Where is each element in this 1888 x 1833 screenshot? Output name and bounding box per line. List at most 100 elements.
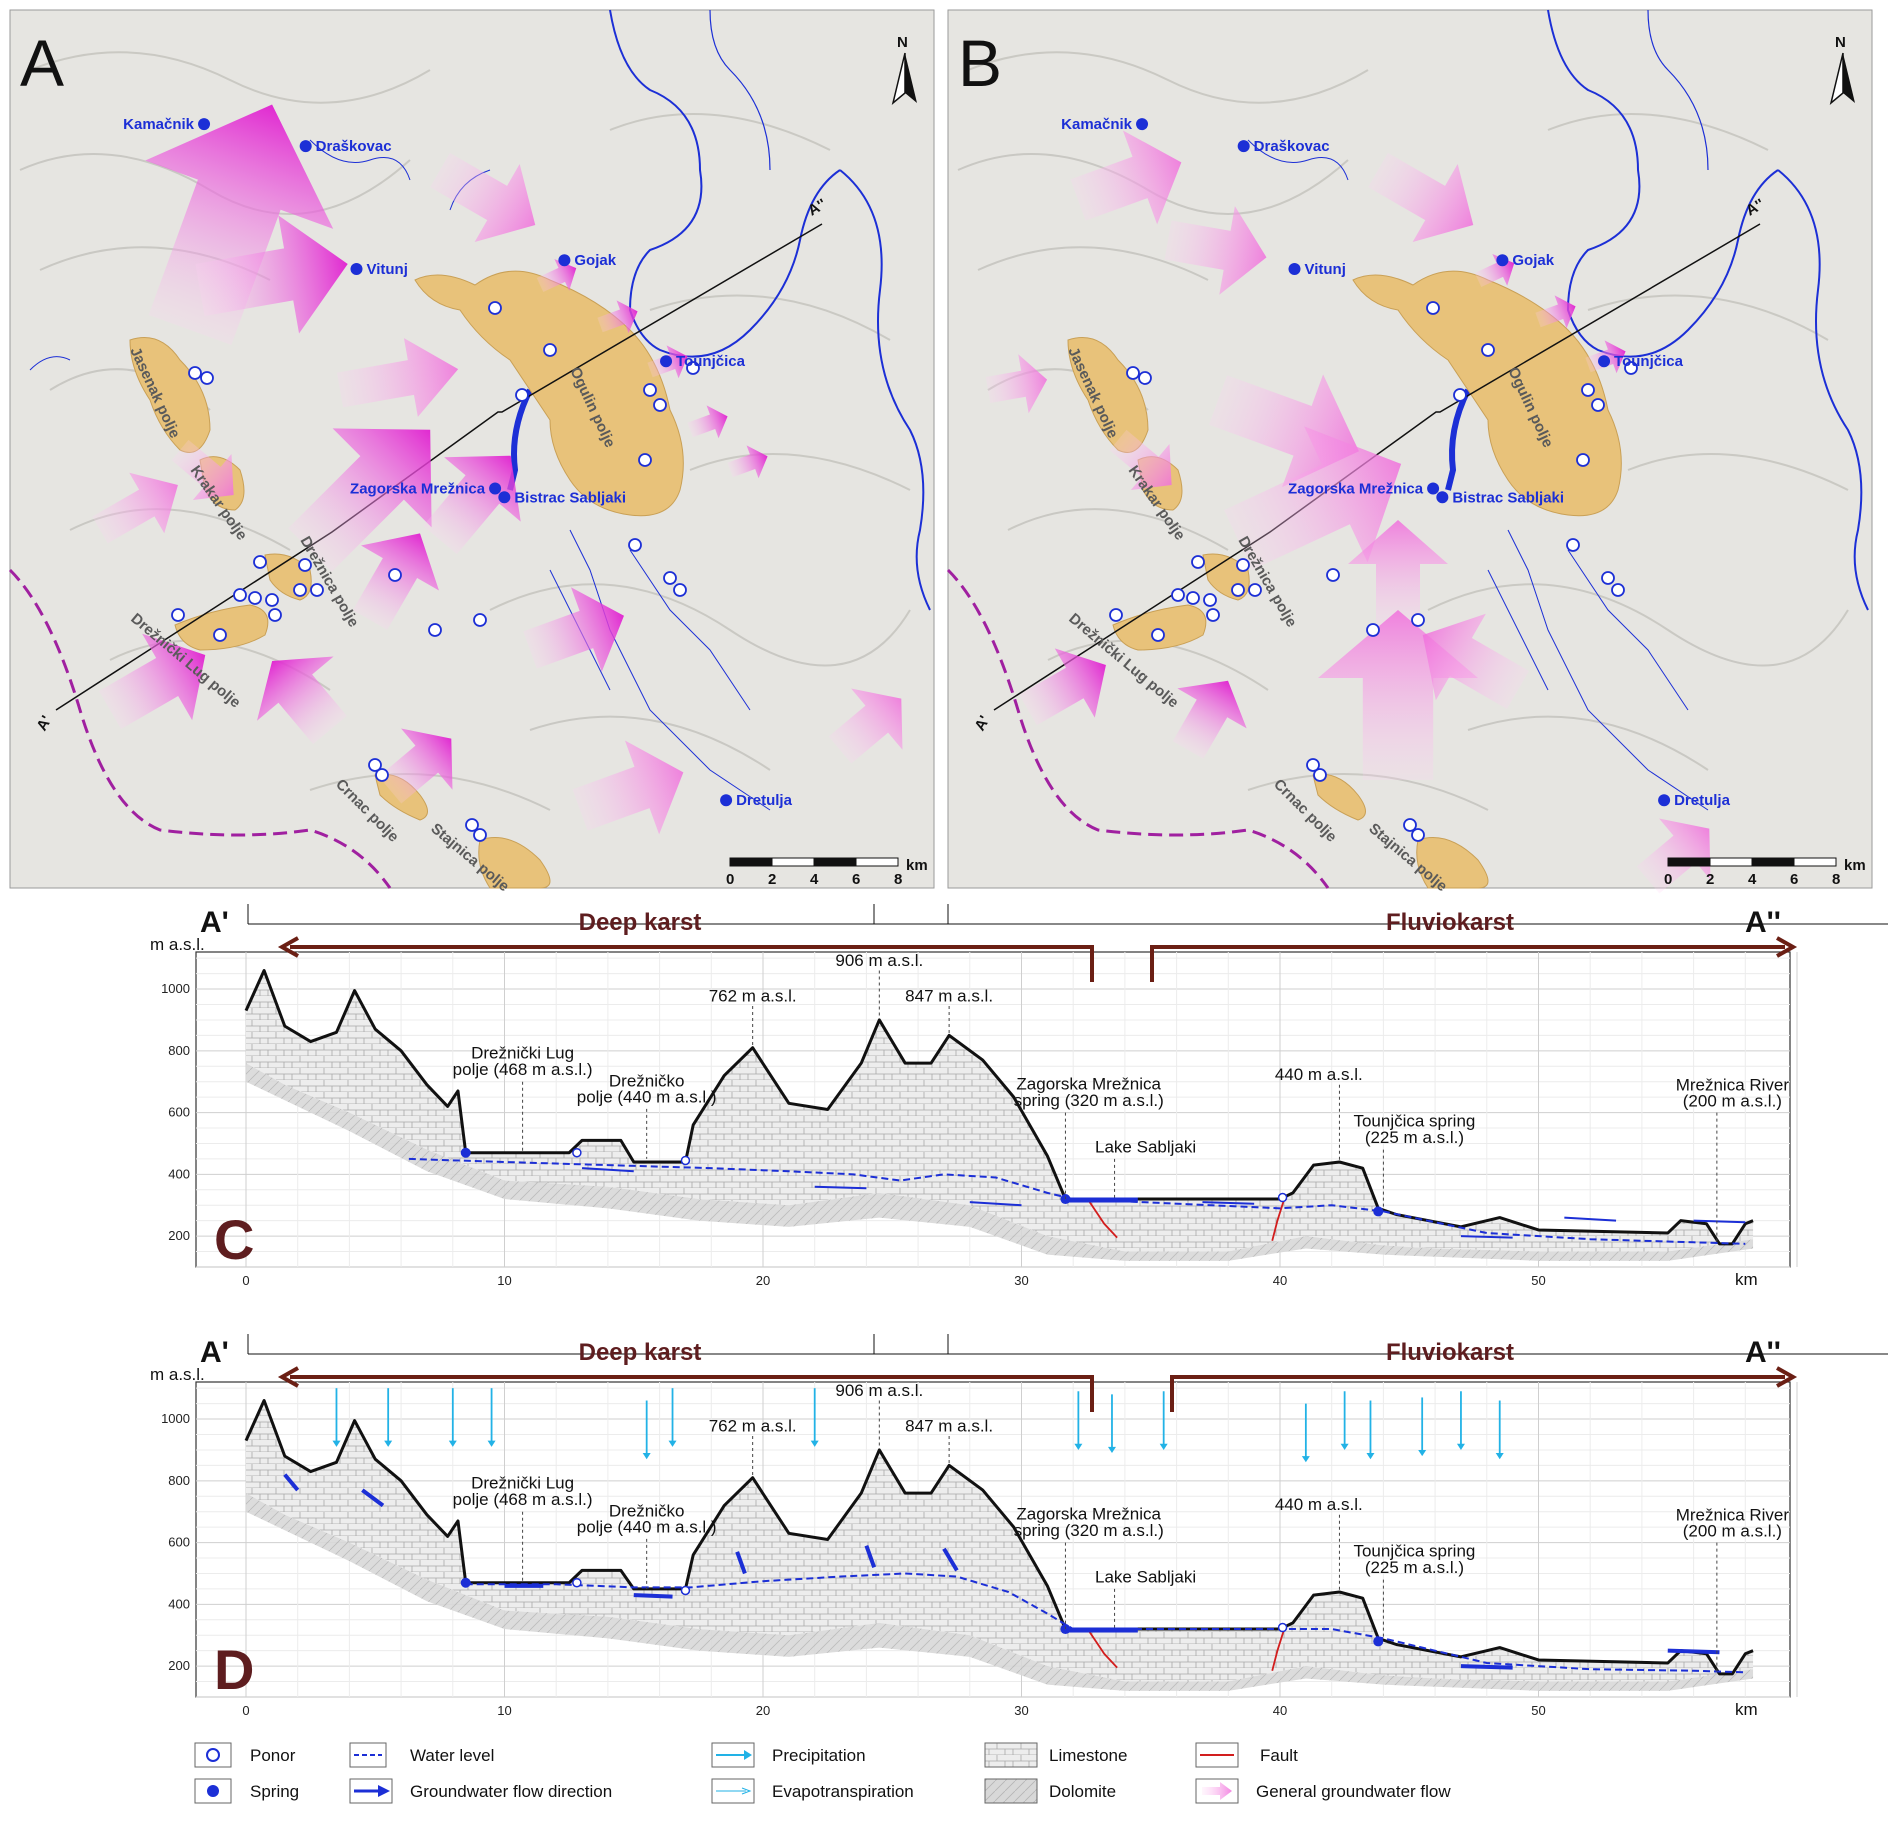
- legend-item-general-gw-flow: General groundwater flow: [1195, 1778, 1451, 1804]
- precipitation-arrowhead: [1456, 1443, 1465, 1450]
- spring-marker: [299, 140, 312, 153]
- y-tick-label: 200: [168, 1658, 190, 1673]
- dreznicki-lug-polje-shape: [174, 604, 269, 651]
- springs: Kamačnik Draškovac Vitunj Gojak Tounjčica Zag…: [1061, 116, 1730, 809]
- x-tick-label: 40: [1273, 1703, 1287, 1718]
- svg-text:Water level: Water level: [410, 1746, 494, 1765]
- x-tick-label: 30: [1014, 1273, 1028, 1288]
- svg-text:8: 8: [1832, 871, 1840, 888]
- svg-text:0: 0: [726, 871, 734, 888]
- map-panel-b: A' A'': [946, 9, 1873, 911]
- section-annotation: 847 m a.s.l.: [905, 1416, 993, 1435]
- spring-label: Tounjčica: [1614, 353, 1684, 370]
- ponor-marker: [1277, 1192, 1288, 1203]
- svg-text:6: 6: [1790, 871, 1798, 888]
- y-tick-label: 600: [168, 1535, 190, 1550]
- svg-text:Dolomite: Dolomite: [1049, 1782, 1116, 1801]
- section-end-label: A'': [1745, 906, 1781, 939]
- fault-line: [1271, 1625, 1287, 1671]
- section-annotation: spring (320 m a.s.l.): [1014, 1091, 1164, 1110]
- x-tick-label: 0: [242, 1703, 249, 1718]
- ponor-marker: [572, 1147, 582, 1158]
- spring-marker: [1288, 263, 1301, 276]
- cross-section-c: 200 400 600 800 1000 0 10 20 30 40 50 km m a.s.l.A' A…: [150, 904, 1888, 1289]
- svg-text:0: 0: [1664, 871, 1672, 888]
- spring-marker: [1136, 118, 1149, 131]
- spring-label: Vitunj: [367, 261, 408, 278]
- section-annotation: polje (468 m a.s.l.): [453, 1060, 593, 1079]
- legend-item-fault: Fault: [1195, 1742, 1298, 1768]
- gw-flow-arrow: [1564, 1216, 1617, 1222]
- spring-marker: [1427, 482, 1440, 495]
- section-annotation: polje (468 m a.s.l.): [453, 1490, 593, 1509]
- y-tick-label: 1000: [161, 981, 190, 996]
- zone-label-deep-karst: Deep karst: [579, 909, 702, 936]
- ponor-marker: [572, 1577, 582, 1588]
- spring-label: Kamačnik: [123, 116, 195, 133]
- spring-label: Gojak: [574, 252, 616, 269]
- section-annotation: Lake Sabljaki: [1095, 1138, 1196, 1157]
- spring-marker: [350, 263, 363, 276]
- scale-bar: 0 2 4 6 8 km: [1664, 857, 1866, 888]
- section-annotation: 440 m a.s.l.: [1275, 1495, 1363, 1514]
- section-annotation: Tounjčica spring: [1353, 1111, 1475, 1130]
- dolomite-body: [246, 1063, 1754, 1261]
- panel-letter-b: B: [958, 26, 1002, 100]
- section-annotation: Tounjčica spring: [1353, 1541, 1475, 1560]
- spring-label: Dretulja: [736, 792, 793, 809]
- gw-flow-arrow: [283, 1473, 300, 1492]
- ponors: [171, 301, 700, 842]
- svg-text:Precipitation: Precipitation: [772, 1746, 866, 1765]
- gw-flow-arrow: [633, 1593, 673, 1599]
- stajnica-polje-shape: [478, 837, 551, 889]
- section-end-label: A'': [1745, 1336, 1781, 1369]
- spring-marker: [489, 482, 502, 495]
- north-arrow: N: [891, 34, 917, 106]
- x-axis-label: km: [1735, 1270, 1758, 1289]
- panel-letter-a: A: [20, 26, 64, 100]
- terrain-profile: [244, 969, 1754, 1246]
- section-annotation: Drežničko: [609, 1501, 685, 1520]
- x-tick-label: 30: [1014, 1703, 1028, 1718]
- section-annotation: 906 m a.s.l.: [835, 951, 923, 970]
- spring-marker: [1237, 140, 1250, 153]
- spring-label: Dretulja: [1674, 792, 1731, 809]
- section-annotation: polje (440 m a.s.l.): [577, 1088, 717, 1107]
- section-annotation: (200 m a.s.l.): [1683, 1522, 1782, 1541]
- svg-text:2: 2: [1706, 871, 1714, 888]
- spring-marker: [660, 355, 673, 368]
- section-start-label: A': [200, 906, 229, 939]
- precipitation-arrowhead: [1159, 1443, 1168, 1450]
- svg-text:4: 4: [810, 871, 819, 888]
- precipitation-arrowhead: [1301, 1456, 1310, 1463]
- section-annotation: Mrežnica River: [1676, 1505, 1790, 1524]
- legend-item-spring: Spring: [194, 1778, 299, 1804]
- svg-text:6: 6: [852, 871, 860, 888]
- svg-text:Ponor: Ponor: [250, 1746, 296, 1765]
- precipitation-arrowhead: [332, 1440, 341, 1447]
- y-tick-label: 800: [168, 1473, 190, 1488]
- panel-letter: D: [214, 1638, 254, 1701]
- spring-marker: [498, 491, 511, 504]
- section-annotation: 762 m a.s.l.: [709, 986, 797, 1005]
- section-annotation: (200 m a.s.l.): [1683, 1092, 1782, 1111]
- section-end-label: A'': [805, 196, 829, 220]
- spring-label: Draškovac: [1254, 138, 1330, 155]
- basin-boundary: [946, 568, 1330, 889]
- section-annotation: polje (440 m a.s.l.): [577, 1518, 717, 1537]
- water-level-line: [408, 1157, 1746, 1245]
- precipitation-arrowhead: [810, 1440, 819, 1447]
- water-level-line: [465, 1572, 1746, 1674]
- gw-flow-arrow: [864, 1545, 877, 1568]
- x-tick-label: 50: [1531, 1273, 1545, 1288]
- ogulin-polje-shape: [414, 270, 684, 517]
- y-axis-label: m a.s.l.: [150, 935, 205, 954]
- limestone-body: [246, 1400, 1754, 1682]
- svg-text:Evapotranspiration: Evapotranspiration: [772, 1782, 914, 1801]
- spring-marker: [720, 794, 733, 807]
- legend-item-dolomite: Dolomite: [984, 1778, 1116, 1804]
- fault-line: [1271, 1195, 1287, 1241]
- svg-text:Groundwater flow direction: Groundwater flow direction: [410, 1782, 612, 1801]
- ponors: [1109, 301, 1638, 842]
